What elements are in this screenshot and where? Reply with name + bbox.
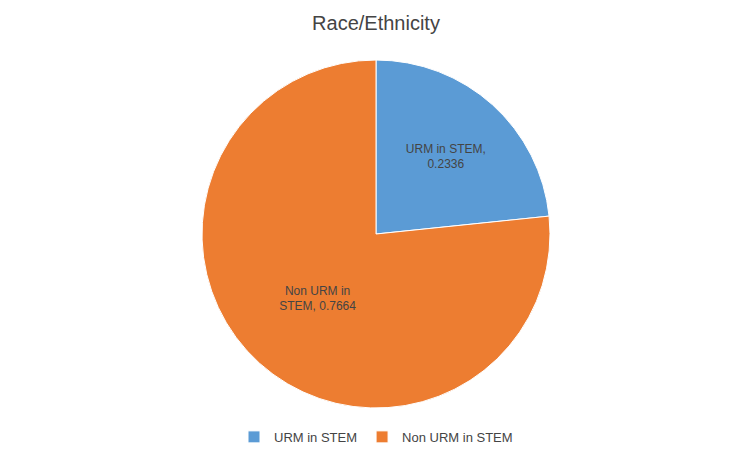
svg-text:Race/Ethnicity: Race/Ethnicity: [312, 12, 440, 34]
svg-text:URM in STEM: URM in STEM: [274, 430, 357, 445]
svg-text:Non URM in STEM: Non URM in STEM: [402, 430, 513, 445]
svg-text:Non URM inSTEM, 0.7664: Non URM inSTEM, 0.7664: [279, 284, 356, 314]
svg-text:URM in STEM,0.2336: URM in STEM,0.2336: [406, 142, 486, 172]
